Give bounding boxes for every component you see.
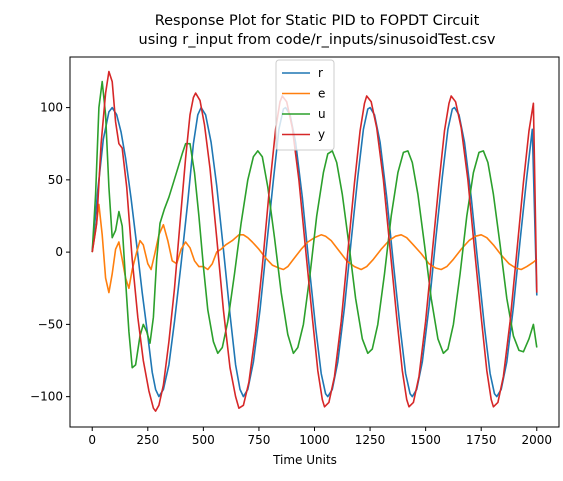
x-tick-label: 1500 [410, 433, 441, 447]
legend-label-y: y [318, 128, 325, 142]
legend-box [275, 59, 335, 151]
x-tick-label: 1250 [355, 433, 386, 447]
x-axis: 0 250 500 750 1000 1250 1500 1750 2000 [88, 427, 552, 447]
x-tick-label: 0 [88, 433, 96, 447]
x-tick-label: 750 [247, 433, 270, 447]
x-tick-label: 1000 [299, 433, 330, 447]
series-line-y [91, 70, 538, 412]
series-line-r [91, 106, 538, 398]
legend-label-e: e [318, 87, 325, 101]
y-tick-label: −100 [30, 390, 63, 404]
series-line-e [91, 203, 538, 294]
x-tick-label: 2000 [521, 433, 552, 447]
y-tick-label: 100 [40, 101, 63, 115]
chart-title-line-2: using r_input from code/r_inputs/sinusoi… [139, 32, 496, 48]
chart-title-line-1: Response Plot for Static PID to FOPDT Ci… [155, 13, 480, 29]
legend-label-u: u [318, 107, 326, 121]
legend-label-r: r [318, 66, 323, 80]
y-tick-label: 50 [48, 173, 63, 187]
y-tick-label: 0 [55, 245, 63, 259]
x-tick-label: 500 [192, 433, 215, 447]
series-line-u [91, 80, 538, 369]
y-axis: −100 −50 0 50 100 [30, 101, 70, 404]
x-tick-label: 1750 [466, 433, 497, 447]
x-tick-label: 250 [136, 433, 159, 447]
x-axis-label: Time Units [272, 453, 337, 467]
y-tick-label: −50 [38, 317, 63, 331]
plot-area [91, 70, 538, 412]
